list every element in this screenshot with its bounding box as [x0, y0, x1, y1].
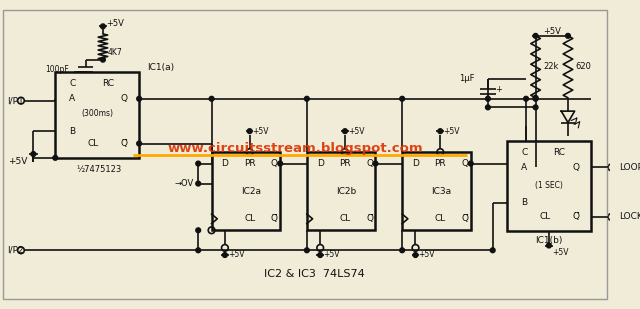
Text: 4K7: 4K7: [108, 48, 122, 57]
Text: LOOP: LOOP: [620, 163, 640, 172]
Circle shape: [400, 96, 404, 101]
Circle shape: [547, 243, 551, 248]
Text: D: D: [317, 159, 324, 168]
Text: B: B: [69, 127, 76, 136]
Circle shape: [566, 33, 570, 38]
Text: Q̅: Q̅: [572, 212, 579, 222]
Text: C: C: [69, 79, 76, 88]
Circle shape: [318, 253, 323, 257]
Text: C: C: [521, 148, 527, 157]
Bar: [55, 72, 139, 158]
Text: Q̅: Q̅: [120, 139, 127, 148]
Circle shape: [137, 141, 141, 146]
Bar: [402, 152, 471, 230]
Circle shape: [486, 96, 490, 101]
Text: IC1(a): IC1(a): [147, 63, 174, 72]
Bar: [507, 141, 591, 231]
Text: IC1(b): IC1(b): [535, 236, 563, 245]
Text: 100pF: 100pF: [45, 65, 68, 74]
Text: A: A: [521, 163, 527, 172]
Text: +5V: +5V: [106, 19, 124, 28]
Text: I/P2: I/P2: [8, 246, 24, 255]
Circle shape: [209, 96, 214, 101]
Text: CL: CL: [339, 214, 351, 223]
Text: (1 SEC): (1 SEC): [535, 181, 563, 190]
Text: ½7475123: ½7475123: [76, 165, 122, 174]
Circle shape: [524, 96, 529, 101]
Text: Q: Q: [366, 159, 373, 168]
Circle shape: [438, 129, 443, 133]
Text: +5V: +5V: [543, 27, 561, 36]
Circle shape: [533, 33, 538, 38]
Text: IC2b: IC2b: [336, 187, 356, 196]
Text: Q: Q: [120, 94, 127, 103]
Circle shape: [533, 96, 538, 101]
Text: PR: PR: [339, 159, 351, 168]
Circle shape: [490, 248, 495, 253]
Text: D: D: [412, 159, 419, 168]
Text: +: +: [495, 85, 502, 94]
Text: PR: PR: [244, 159, 255, 168]
Circle shape: [100, 24, 106, 29]
Text: Q̅: Q̅: [461, 214, 468, 223]
Text: +5V: +5V: [348, 127, 364, 136]
Text: +5V: +5V: [228, 250, 244, 259]
Circle shape: [533, 95, 538, 100]
Circle shape: [53, 155, 58, 160]
Text: CL: CL: [244, 214, 255, 223]
Text: Q: Q: [572, 163, 579, 172]
Text: I/P1: I/P1: [8, 96, 24, 105]
Text: IC2a: IC2a: [241, 187, 260, 196]
Text: +5V: +5V: [419, 250, 435, 259]
Text: B: B: [521, 198, 527, 207]
Circle shape: [486, 105, 490, 110]
Circle shape: [196, 228, 200, 233]
Circle shape: [373, 161, 378, 166]
Text: +5V: +5V: [323, 250, 340, 259]
Circle shape: [196, 161, 200, 166]
Circle shape: [342, 129, 348, 133]
Circle shape: [533, 105, 538, 110]
Text: +5V: +5V: [552, 248, 568, 257]
Text: RC: RC: [554, 148, 565, 157]
Circle shape: [196, 248, 200, 253]
Circle shape: [31, 152, 36, 156]
Text: Q: Q: [271, 159, 278, 168]
Circle shape: [100, 57, 106, 62]
Circle shape: [305, 248, 309, 253]
Text: →OV: →OV: [174, 179, 193, 188]
Text: PR: PR: [435, 159, 446, 168]
Circle shape: [247, 129, 252, 133]
Circle shape: [400, 248, 404, 253]
Text: LOCK: LOCK: [620, 212, 640, 222]
Circle shape: [196, 181, 200, 186]
Circle shape: [413, 253, 418, 257]
Circle shape: [278, 161, 282, 166]
Text: IC3a: IC3a: [431, 187, 451, 196]
Circle shape: [305, 96, 309, 101]
Circle shape: [137, 96, 141, 101]
Circle shape: [223, 253, 227, 257]
Text: CL: CL: [88, 139, 99, 148]
Text: Q̅: Q̅: [366, 214, 373, 223]
Text: D: D: [221, 159, 228, 168]
Text: 620: 620: [575, 62, 591, 71]
Text: CL: CL: [435, 214, 446, 223]
Text: A: A: [69, 94, 76, 103]
Text: (300ms): (300ms): [81, 109, 113, 118]
Text: Q: Q: [461, 159, 468, 168]
Bar: [307, 152, 376, 230]
Text: IC2 & IC3  74LS74: IC2 & IC3 74LS74: [264, 269, 365, 279]
Text: 22k: 22k: [543, 62, 559, 71]
Text: +5V: +5V: [8, 157, 27, 166]
Text: RC: RC: [102, 79, 114, 88]
Text: Q̅: Q̅: [271, 214, 278, 223]
Text: +5V: +5V: [443, 127, 460, 136]
Text: www.circuitsstream.blogspot.com: www.circuitsstream.blogspot.com: [168, 142, 423, 155]
Text: CL: CL: [540, 212, 551, 222]
Bar: [212, 152, 280, 230]
Circle shape: [468, 161, 473, 166]
Text: +5V: +5V: [253, 127, 269, 136]
Text: 1μF: 1μF: [459, 74, 475, 83]
